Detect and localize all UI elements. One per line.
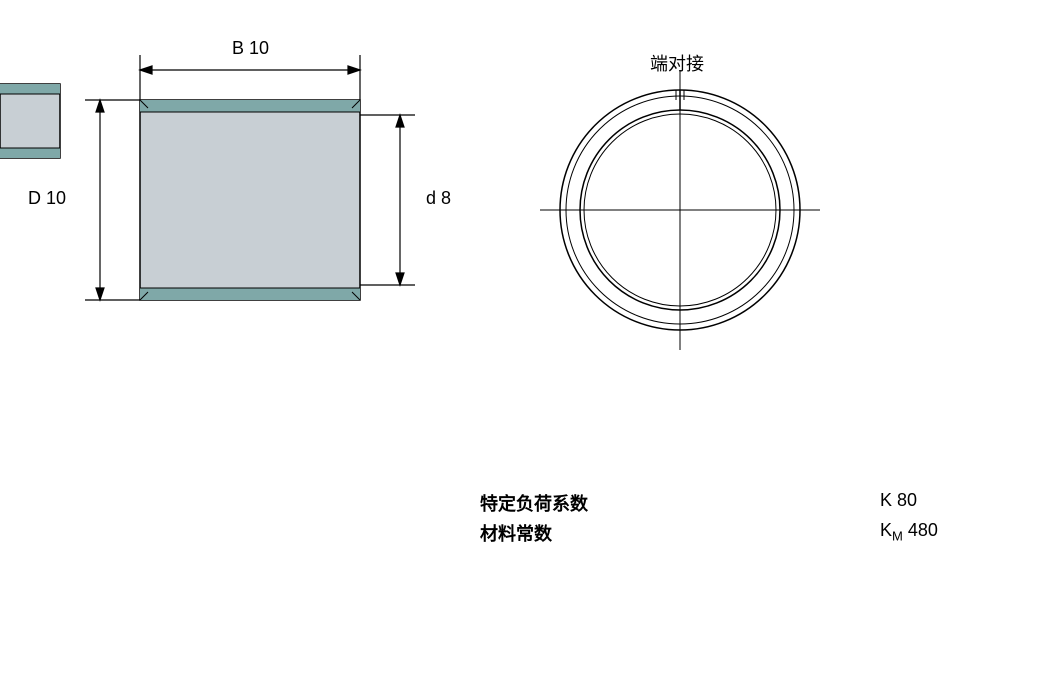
side-view — [140, 100, 360, 300]
dimension-D — [85, 100, 140, 300]
label-d-sym: d — [426, 188, 436, 208]
label-d: d 8 — [426, 188, 451, 209]
front-view — [540, 70, 820, 350]
dimension-B — [140, 55, 360, 100]
technical-drawing — [0, 0, 1050, 520]
left-fragment — [0, 84, 60, 158]
label-D-sym: D — [28, 188, 41, 208]
spec-sym-1: K — [880, 520, 892, 540]
label-D-val: 10 — [46, 188, 66, 208]
spec-sub-1: M — [892, 529, 903, 544]
spec-num-0: 80 — [897, 490, 917, 510]
spec-value-0: K 80 — [880, 490, 917, 511]
label-B-sym: B — [232, 38, 244, 58]
label-D: D 10 — [28, 188, 66, 209]
circle-label: 端对接 — [650, 50, 704, 76]
label-B: B 10 — [232, 38, 269, 59]
label-d-val: 8 — [441, 188, 451, 208]
spec-sym-0: K — [880, 490, 892, 510]
dimension-d — [360, 115, 415, 285]
spec-value-1: KM 480 — [880, 520, 938, 544]
label-B-val: 10 — [249, 38, 269, 58]
spec-label-1: 材料常数 — [480, 520, 552, 546]
spec-label-0: 特定负荷系数 — [480, 490, 588, 516]
spec-num-1: 480 — [908, 520, 938, 540]
